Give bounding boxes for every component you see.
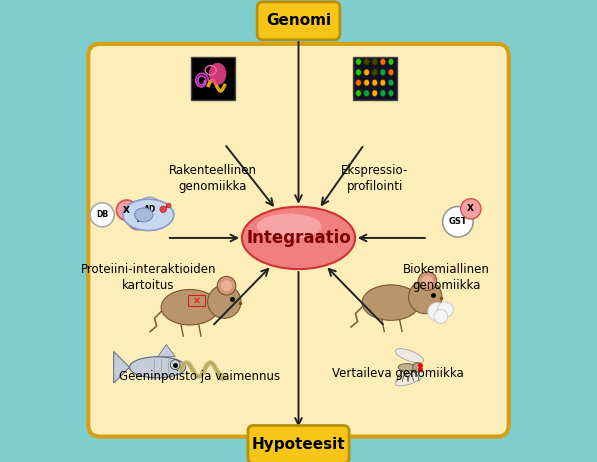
Text: GST: GST — [448, 217, 467, 226]
Text: AD: AD — [144, 205, 156, 214]
Circle shape — [428, 303, 447, 321]
Circle shape — [217, 276, 236, 295]
Circle shape — [208, 285, 241, 318]
Ellipse shape — [123, 199, 174, 231]
FancyBboxPatch shape — [191, 57, 235, 101]
Text: X: X — [123, 206, 130, 215]
Ellipse shape — [161, 290, 219, 325]
Ellipse shape — [356, 90, 361, 97]
Ellipse shape — [364, 59, 370, 65]
Text: Geeninpoisto ja vaimennus: Geeninpoisto ja vaimennus — [119, 370, 280, 383]
Ellipse shape — [372, 59, 377, 65]
Circle shape — [138, 197, 162, 221]
Ellipse shape — [372, 90, 377, 97]
Ellipse shape — [388, 69, 394, 75]
Circle shape — [167, 203, 171, 208]
Text: Ekspressio-
profilointi: Ekspressio- profilointi — [341, 164, 408, 193]
Ellipse shape — [362, 285, 420, 320]
Ellipse shape — [388, 59, 394, 65]
Text: ✕: ✕ — [192, 296, 201, 305]
Ellipse shape — [372, 79, 377, 86]
Ellipse shape — [257, 213, 322, 239]
Text: X: X — [467, 204, 475, 213]
Ellipse shape — [130, 357, 186, 378]
Text: Vertaileva genomiikka: Vertaileva genomiikka — [332, 367, 464, 380]
Ellipse shape — [134, 208, 153, 222]
Ellipse shape — [398, 364, 416, 371]
Ellipse shape — [356, 79, 361, 86]
Ellipse shape — [380, 59, 386, 65]
Circle shape — [221, 280, 232, 291]
Text: Y: Y — [134, 215, 141, 224]
Text: Genomi: Genomi — [266, 13, 331, 28]
FancyBboxPatch shape — [353, 57, 396, 101]
Circle shape — [438, 302, 453, 317]
Text: Biokemiallinen
genomiikka: Biokemiallinen genomiikka — [403, 263, 490, 292]
Ellipse shape — [380, 90, 386, 97]
Ellipse shape — [388, 79, 394, 86]
Ellipse shape — [364, 90, 370, 97]
Circle shape — [128, 209, 148, 230]
FancyBboxPatch shape — [257, 2, 340, 40]
Circle shape — [442, 207, 473, 237]
Circle shape — [461, 199, 481, 219]
Polygon shape — [113, 352, 130, 383]
Text: DB: DB — [96, 210, 108, 219]
Text: Integraatio: Integraatio — [246, 229, 351, 247]
Ellipse shape — [395, 349, 424, 363]
Circle shape — [408, 280, 442, 314]
Polygon shape — [158, 345, 175, 357]
Ellipse shape — [380, 79, 386, 86]
Ellipse shape — [356, 59, 361, 65]
Circle shape — [413, 363, 422, 372]
Circle shape — [116, 200, 137, 220]
Ellipse shape — [364, 69, 370, 75]
Circle shape — [90, 203, 114, 227]
Circle shape — [422, 275, 433, 286]
Circle shape — [418, 272, 437, 291]
Text: Proteiini-interaktioiden
kartoitus: Proteiini-interaktioiden kartoitus — [81, 263, 216, 292]
Ellipse shape — [380, 69, 386, 75]
Ellipse shape — [395, 372, 424, 386]
Ellipse shape — [388, 90, 394, 97]
Circle shape — [434, 310, 448, 323]
Ellipse shape — [364, 79, 370, 86]
Text: Rakenteellinen
genomiikka: Rakenteellinen genomiikka — [169, 164, 257, 193]
Text: Hypoteesit: Hypoteesit — [252, 437, 345, 452]
Ellipse shape — [242, 207, 355, 269]
Circle shape — [160, 206, 167, 213]
FancyBboxPatch shape — [248, 426, 349, 462]
Ellipse shape — [372, 69, 377, 75]
Ellipse shape — [356, 69, 361, 75]
Ellipse shape — [209, 63, 226, 85]
FancyBboxPatch shape — [88, 44, 509, 437]
